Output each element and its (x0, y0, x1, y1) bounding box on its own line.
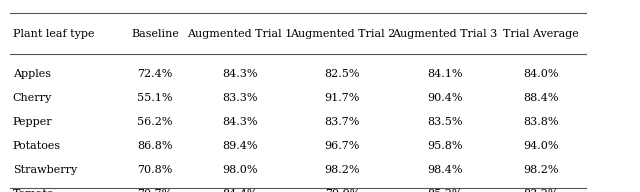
Text: Potatoes: Potatoes (13, 141, 61, 151)
Text: 84.3%: 84.3% (222, 117, 258, 127)
Text: 72.4%: 72.4% (138, 69, 173, 79)
Text: 96.7%: 96.7% (324, 141, 360, 151)
Text: Augmented Trial 1: Augmented Trial 1 (188, 29, 292, 39)
Text: Tomato: Tomato (13, 189, 54, 192)
Text: 98.0%: 98.0% (222, 165, 258, 175)
Text: 89.4%: 89.4% (222, 141, 258, 151)
Text: 84.0%: 84.0% (523, 69, 559, 79)
Text: Baseline: Baseline (131, 29, 179, 39)
Text: 84.3%: 84.3% (222, 69, 258, 79)
Text: 56.2%: 56.2% (138, 117, 173, 127)
Text: Plant leaf type: Plant leaf type (13, 29, 94, 39)
Text: 55.1%: 55.1% (138, 93, 173, 103)
Text: 90.4%: 90.4% (427, 93, 463, 103)
Text: 70.7%: 70.7% (138, 189, 173, 192)
Text: 98.4%: 98.4% (427, 165, 463, 175)
Text: 88.4%: 88.4% (523, 93, 559, 103)
Text: 84.4%: 84.4% (222, 189, 258, 192)
Text: 98.2%: 98.2% (324, 165, 360, 175)
Text: 83.2%: 83.2% (523, 189, 559, 192)
Text: 95.8%: 95.8% (427, 141, 463, 151)
Text: Trial Average: Trial Average (503, 29, 579, 39)
Text: 98.2%: 98.2% (523, 165, 559, 175)
Text: 83.8%: 83.8% (523, 117, 559, 127)
Text: 70.8%: 70.8% (138, 165, 173, 175)
Text: Strawberry: Strawberry (13, 165, 77, 175)
Text: 83.7%: 83.7% (324, 117, 360, 127)
Text: 82.5%: 82.5% (324, 69, 360, 79)
Text: Augmented Trial 2: Augmented Trial 2 (290, 29, 395, 39)
Text: 83.5%: 83.5% (427, 117, 463, 127)
Text: 91.7%: 91.7% (324, 93, 360, 103)
Text: Apples: Apples (13, 69, 51, 79)
Text: 85.2%: 85.2% (427, 189, 463, 192)
Text: 79.9%: 79.9% (324, 189, 360, 192)
Text: Pepper: Pepper (13, 117, 52, 127)
Text: Augmented Trial 3: Augmented Trial 3 (392, 29, 497, 39)
Text: 84.1%: 84.1% (427, 69, 463, 79)
Text: 94.0%: 94.0% (523, 141, 559, 151)
Text: Cherry: Cherry (13, 93, 52, 103)
Text: 86.8%: 86.8% (138, 141, 173, 151)
Text: 83.3%: 83.3% (222, 93, 258, 103)
